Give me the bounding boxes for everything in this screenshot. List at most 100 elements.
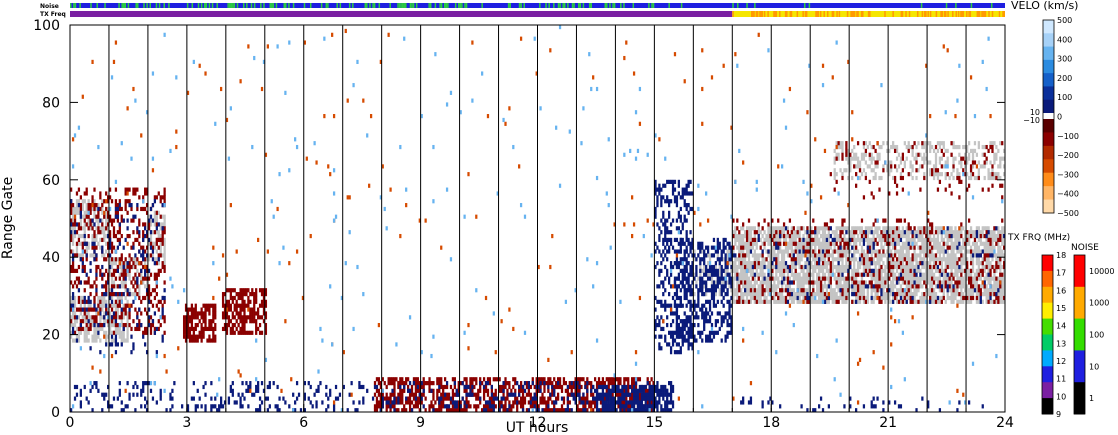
data-cell: [962, 237, 965, 243]
data-cell: [1003, 156, 1006, 161]
data-cell: [223, 292, 227, 297]
noise-bar-tick: [327, 3, 329, 8]
data-cell: [934, 295, 938, 301]
data-cell: [921, 144, 924, 150]
data-cell: [753, 299, 756, 304]
data-cell: [804, 272, 807, 277]
data-cell: [110, 276, 114, 281]
data-cell: [833, 292, 836, 297]
data-cell: [112, 218, 116, 223]
data-cell: [83, 210, 86, 215]
data-cell: [909, 257, 912, 262]
txfreq-bar-tick: [966, 11, 968, 17]
data-cell: [950, 172, 953, 177]
data-cell: [101, 299, 104, 304]
data-cell: [788, 284, 792, 289]
data-cell: [463, 377, 466, 382]
data-cell: [812, 299, 815, 304]
data-cell: [118, 315, 121, 320]
data-cell: [161, 237, 164, 243]
data-cell: [255, 292, 258, 297]
data-cell: [114, 330, 118, 335]
data-cell: [85, 319, 88, 324]
data-cell: [465, 408, 468, 413]
data-cell: [819, 241, 823, 246]
data-cell: [944, 160, 947, 165]
data-cell: [878, 257, 881, 262]
data-cell: [954, 288, 957, 293]
data-cell: [796, 284, 799, 289]
data-cell: [221, 295, 225, 301]
data-cell: [235, 292, 238, 297]
data-cell: [447, 408, 451, 413]
data-cell: [938, 257, 942, 262]
data-cell: [112, 292, 116, 297]
data-cell: [751, 268, 755, 273]
data-cell: [927, 280, 930, 285]
data-cell: [971, 292, 975, 297]
data-cell: [153, 245, 157, 250]
data-cell: [644, 388, 647, 393]
data-cell: [83, 218, 86, 223]
data-cell: [946, 292, 949, 297]
data-cell: [806, 276, 809, 281]
data-cell: [95, 203, 98, 208]
data-cell: [860, 156, 864, 161]
data-cell: [847, 160, 850, 165]
data-cell: [851, 288, 854, 293]
data-cell: [510, 408, 513, 413]
txfreq-bar-tick: [968, 11, 970, 17]
noise-bar-segment: [654, 3, 1005, 8]
data-cell: [629, 404, 632, 409]
data-cell: [845, 249, 848, 254]
data-cell: [103, 226, 106, 231]
data-cell: [989, 245, 992, 250]
data-cell: [549, 408, 552, 413]
data-cell: [85, 330, 88, 335]
data-cell: [864, 160, 867, 165]
data-cell: [987, 172, 990, 177]
data-cell: [745, 230, 749, 235]
data-cell: [138, 319, 141, 324]
data-cell: [231, 299, 234, 304]
data-cell: [932, 164, 936, 169]
data-cell: [866, 295, 869, 301]
data-cell: [812, 241, 815, 246]
data-cell: [856, 249, 860, 254]
data-cell: [734, 233, 737, 239]
data-cell: [70, 233, 73, 239]
data-cell: [81, 241, 84, 246]
data-cell: [153, 288, 157, 293]
data-cell: [155, 257, 158, 262]
data-cell: [463, 388, 466, 393]
data-cell: [190, 315, 194, 320]
data-cell: [159, 253, 162, 258]
data-cell: [740, 280, 743, 285]
data-cell: [564, 381, 568, 386]
data-cell: [262, 292, 266, 297]
data-cell: [75, 326, 79, 332]
data-cell: [457, 404, 460, 409]
data-cell: [971, 156, 975, 161]
data-cell: [773, 284, 776, 289]
data-cell: [999, 276, 1002, 281]
data-cell: [814, 261, 817, 266]
data-cell: [253, 295, 256, 301]
data-cell: [459, 400, 462, 405]
data-cell: [915, 175, 918, 181]
data-cell: [136, 206, 139, 212]
data-cell: [192, 338, 195, 343]
data-cell: [580, 396, 583, 401]
data-cell: [144, 222, 147, 227]
data-cell: [989, 160, 992, 165]
noise-bar-tick: [444, 3, 446, 8]
data-cell: [991, 292, 994, 297]
data-cell: [469, 381, 472, 386]
data-cell: [786, 226, 790, 231]
data-cell: [145, 233, 149, 239]
data-cell: [416, 381, 419, 386]
data-cell: [611, 381, 614, 386]
data-cell: [800, 241, 803, 246]
txfreq-bar-tick: [981, 11, 983, 17]
data-cell: [426, 381, 429, 386]
